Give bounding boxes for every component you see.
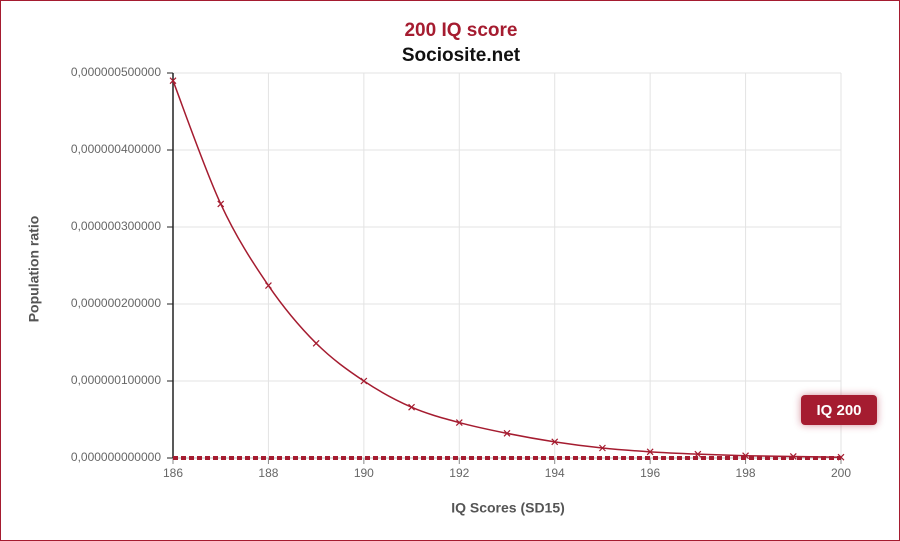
point-marker [742,452,749,460]
x-tick-label: 194 [545,466,565,480]
badge-box [801,395,877,425]
point-marker [694,450,702,458]
y-tick-label: 0,000000500000 [71,65,161,79]
x-tick-label: 198 [736,466,756,480]
y-tick-label: 0,000000400000 [71,142,161,156]
point-marker [408,403,415,411]
point-marker [503,429,511,437]
x-tick-label: 188 [258,466,278,480]
point-marker [265,282,272,289]
chart-subtitle: Sociosite.net [402,45,521,66]
point-marker [837,453,845,461]
x-tick-label: 190 [354,466,374,480]
x-tick-label: 192 [449,466,469,480]
x-tick-label: 200 [831,466,851,480]
point-marker [169,77,177,85]
point-marker [551,438,559,446]
point-marker [312,339,320,347]
point-marker [217,200,225,208]
y-tick-label: 0,000000300000 [71,219,161,233]
y-tick-label: 0,000000000000 [71,450,161,464]
series-line [172,80,842,458]
x-axis-label: IQ Scores (SD15) [451,500,565,516]
y-tick-label: 0,000000200000 [71,296,161,310]
point-marker [455,419,463,427]
chart-title: 200 IQ score [404,20,517,41]
point-marker [360,377,368,385]
x-tick-label: 186 [163,466,183,480]
badge-label: IQ 200 [816,402,861,419]
x-tick-label: 196 [640,466,660,480]
point-marker [599,444,606,452]
y-tick-label: 0,000000100000 [71,373,161,387]
reference-badge: IQ 200 [801,395,877,425]
point-marker [789,453,797,460]
y-axis-label: Population ratio [26,216,42,323]
point-marker [646,448,654,456]
